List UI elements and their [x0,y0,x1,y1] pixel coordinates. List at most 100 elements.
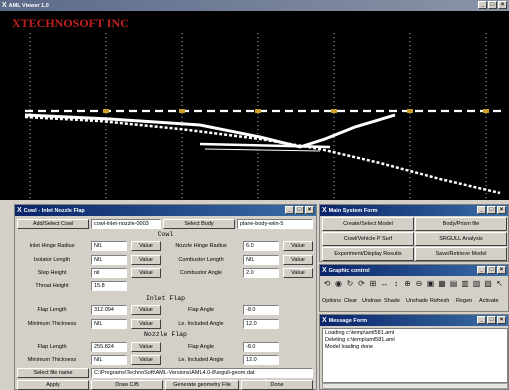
minimize-button[interactable]: _ [478,1,487,9]
refresh-icon[interactable]: ⟲ [323,279,331,288]
save-retrieve-model-button[interactable]: Save/Retrieve Model [415,247,507,261]
nozzle-flap-length-field[interactable]: 255.824 [91,342,127,352]
nozzle-flap-length-value-button[interactable]: Value [131,342,161,352]
maximize-button[interactable]: □ [487,206,496,214]
body-prism-file-button[interactable]: Body/Prism file [415,217,507,231]
maximize-button[interactable]: □ [487,316,496,324]
inlet-hinge-radius-value-button[interactable]: Value [131,241,161,251]
regen-button[interactable]: Regen [456,298,473,304]
fit-icon[interactable]: ▣ [426,279,435,288]
grid-icon[interactable]: ▦ [438,279,446,288]
isolator-length-value-button[interactable]: Value [131,255,161,265]
inlet-flap-length-field[interactable]: 312.094 [91,305,127,315]
select-icon[interactable]: ↖ [496,279,503,288]
apply-button[interactable]: Apply [17,380,89,390]
viewer-title-bar[interactable]: X AML Viewer 1.0 _ □ × [0,0,509,11]
inlet-min-thickness-value-button[interactable]: Value [131,319,161,329]
nozzle-hinge-radius-value-button[interactable]: Value [283,241,313,251]
combustor-length-value-button[interactable]: Value [283,255,313,265]
done-button[interactable]: Done [241,380,313,390]
minimize-button[interactable]: _ [285,206,294,214]
maximize-button[interactable]: □ [295,206,304,214]
clear-button[interactable]: Clear [344,298,358,304]
minimize-button[interactable]: _ [477,206,486,214]
nozzle-hinge-radius-field[interactable]: 6.0 [243,241,279,251]
minimize-button[interactable]: _ [477,316,486,324]
pan-horizontal-icon[interactable]: ↔ [380,279,389,288]
add-select-cowl-button[interactable]: Add/Select Cowl [17,219,89,229]
x-logo-icon: X [17,207,22,214]
combustor-length-field[interactable]: NIL [243,255,279,265]
nozzle-min-thickness-field[interactable]: NIL [91,355,127,365]
message-form-title-bar[interactable]: X Message Form _ □ × [320,315,508,326]
camera-icon[interactable]: ◉ [335,279,342,288]
maximize-button[interactable]: □ [487,266,496,274]
refresh-button[interactable]: Refresh [430,298,450,304]
srgull-analysis-button[interactable]: SRGULL Analysis [415,232,507,246]
close-button[interactable]: × [497,316,506,324]
options-button[interactable]: Options [322,298,341,304]
inlet-flap-length-label: Flap Length [37,307,67,313]
cowl-name-field[interactable]: cowl-inlet-nozzle-0003 [91,219,161,229]
close-button[interactable]: × [498,1,507,9]
throat-height-label: Throat Height [35,283,69,289]
cowl-vehicle-p-surf-button[interactable]: Cowl/Vehicle P Surf [322,232,414,246]
technosoft-logo: XTECHNOSOFT INC [12,16,129,30]
shade-button[interactable]: Shade [384,298,400,304]
cowl-title-bar[interactable]: X Cowl - Inlet Nozzle Flap _ □ × [15,205,316,216]
inlet-min-thickness-field[interactable]: NIL [91,319,127,329]
spin-icon[interactable]: ⟳ [358,279,365,288]
combustor-angle-value-button[interactable]: Value [283,268,313,278]
undraw-button[interactable]: Undraw [362,298,381,304]
nozzle-flap-length-label: Flap Length [37,344,67,350]
view-iso-icon[interactable]: ▨ [484,279,492,288]
view-top-icon[interactable]: ▧ [472,279,481,288]
minimize-button[interactable]: _ [477,266,486,274]
unshade-button[interactable]: Unshade [406,298,429,304]
message-form-window: X Message Form _ □ × Loading c:\temp\aml… [319,314,509,390]
pan-vertical-icon[interactable]: ↕ [394,279,398,288]
nozzle-included-angle-field[interactable]: 12.0 [243,355,279,365]
select-body-button[interactable]: Select Body [163,219,235,229]
inlet-hinge-radius-field[interactable]: NIL [91,241,127,251]
combustor-angle-field[interactable]: 2.0 [243,268,279,278]
nozzle-min-thickness-value-button[interactable]: Value [131,355,161,365]
rotate-icon[interactable]: ↻ [346,279,354,288]
viewer-title: AML Viewer 1.0 [8,2,49,9]
generate-geometry-file-button[interactable]: Generate geometry File [165,380,239,390]
close-button[interactable]: × [497,266,506,274]
nozzle-flap-inner [204,148,321,152]
view-side-icon[interactable]: ▥ [461,279,469,288]
step-height-field[interactable]: nil [91,268,127,278]
experiment-display-results-button[interactable]: Experiment/Display Results [322,247,414,261]
inlet-flap-angle-field[interactable]: -8.0 [243,305,279,315]
close-button[interactable]: × [497,206,506,214]
file-path-field[interactable]: C:\Programs\TechnoSoft\AML-Versions\AML4… [91,368,313,378]
message-log[interactable]: Loading c:\temp\aml581.aml Deleting c:\t… [322,328,508,383]
throat-height-field[interactable]: 15.8 [91,281,127,291]
isolator-length-field[interactable]: NIL [91,255,127,265]
cowl-inlet-nozzle-flap-window: X Cowl - Inlet Nozzle Flap _ □ × Add/Sel… [14,204,317,390]
zoom-in-icon[interactable]: ⊕ [404,279,411,288]
inlet-included-angle-field[interactable]: 12.0 [243,319,279,329]
inlet-flap-length-value-button[interactable]: Value [131,305,161,315]
main-form-title-bar[interactable]: X Main System Form _ □ × [320,205,508,216]
select-file-name-button[interactable]: Select file name [17,368,89,378]
horizontal-scrollbar[interactable] [322,383,508,389]
x-logo-icon: X [322,207,327,214]
maximize-button[interactable]: □ [488,1,497,9]
graphic-toolbar-actions: Options Clear Undraw Shade Unshade Refresh Reg… [322,298,508,308]
body-name-field[interactable]: plane-body-wiin-5 [237,219,313,229]
draw-cb-button[interactable]: Draw C/B [91,380,163,390]
close-button[interactable]: × [305,206,314,214]
step-height-value-button[interactable]: Value [131,268,161,278]
zoom-box-icon[interactable]: ⊞ [369,279,377,288]
viewer-canvas[interactable]: XTECHNOSOFT INC [0,11,509,200]
create-select-model-button[interactable]: Create/Select Model [322,217,414,231]
graphic-control-title-bar[interactable]: X Graphic control _ □ × [320,265,508,276]
zoom-out-icon[interactable]: ⊖ [415,279,423,288]
nozzle-included-angle-label: Le. Included Angle [178,357,224,363]
nozzle-flap-angle-field[interactable]: -8.0 [243,342,279,352]
view-front-icon[interactable]: ▤ [449,279,458,288]
activate-button[interactable]: Activate [479,298,499,304]
